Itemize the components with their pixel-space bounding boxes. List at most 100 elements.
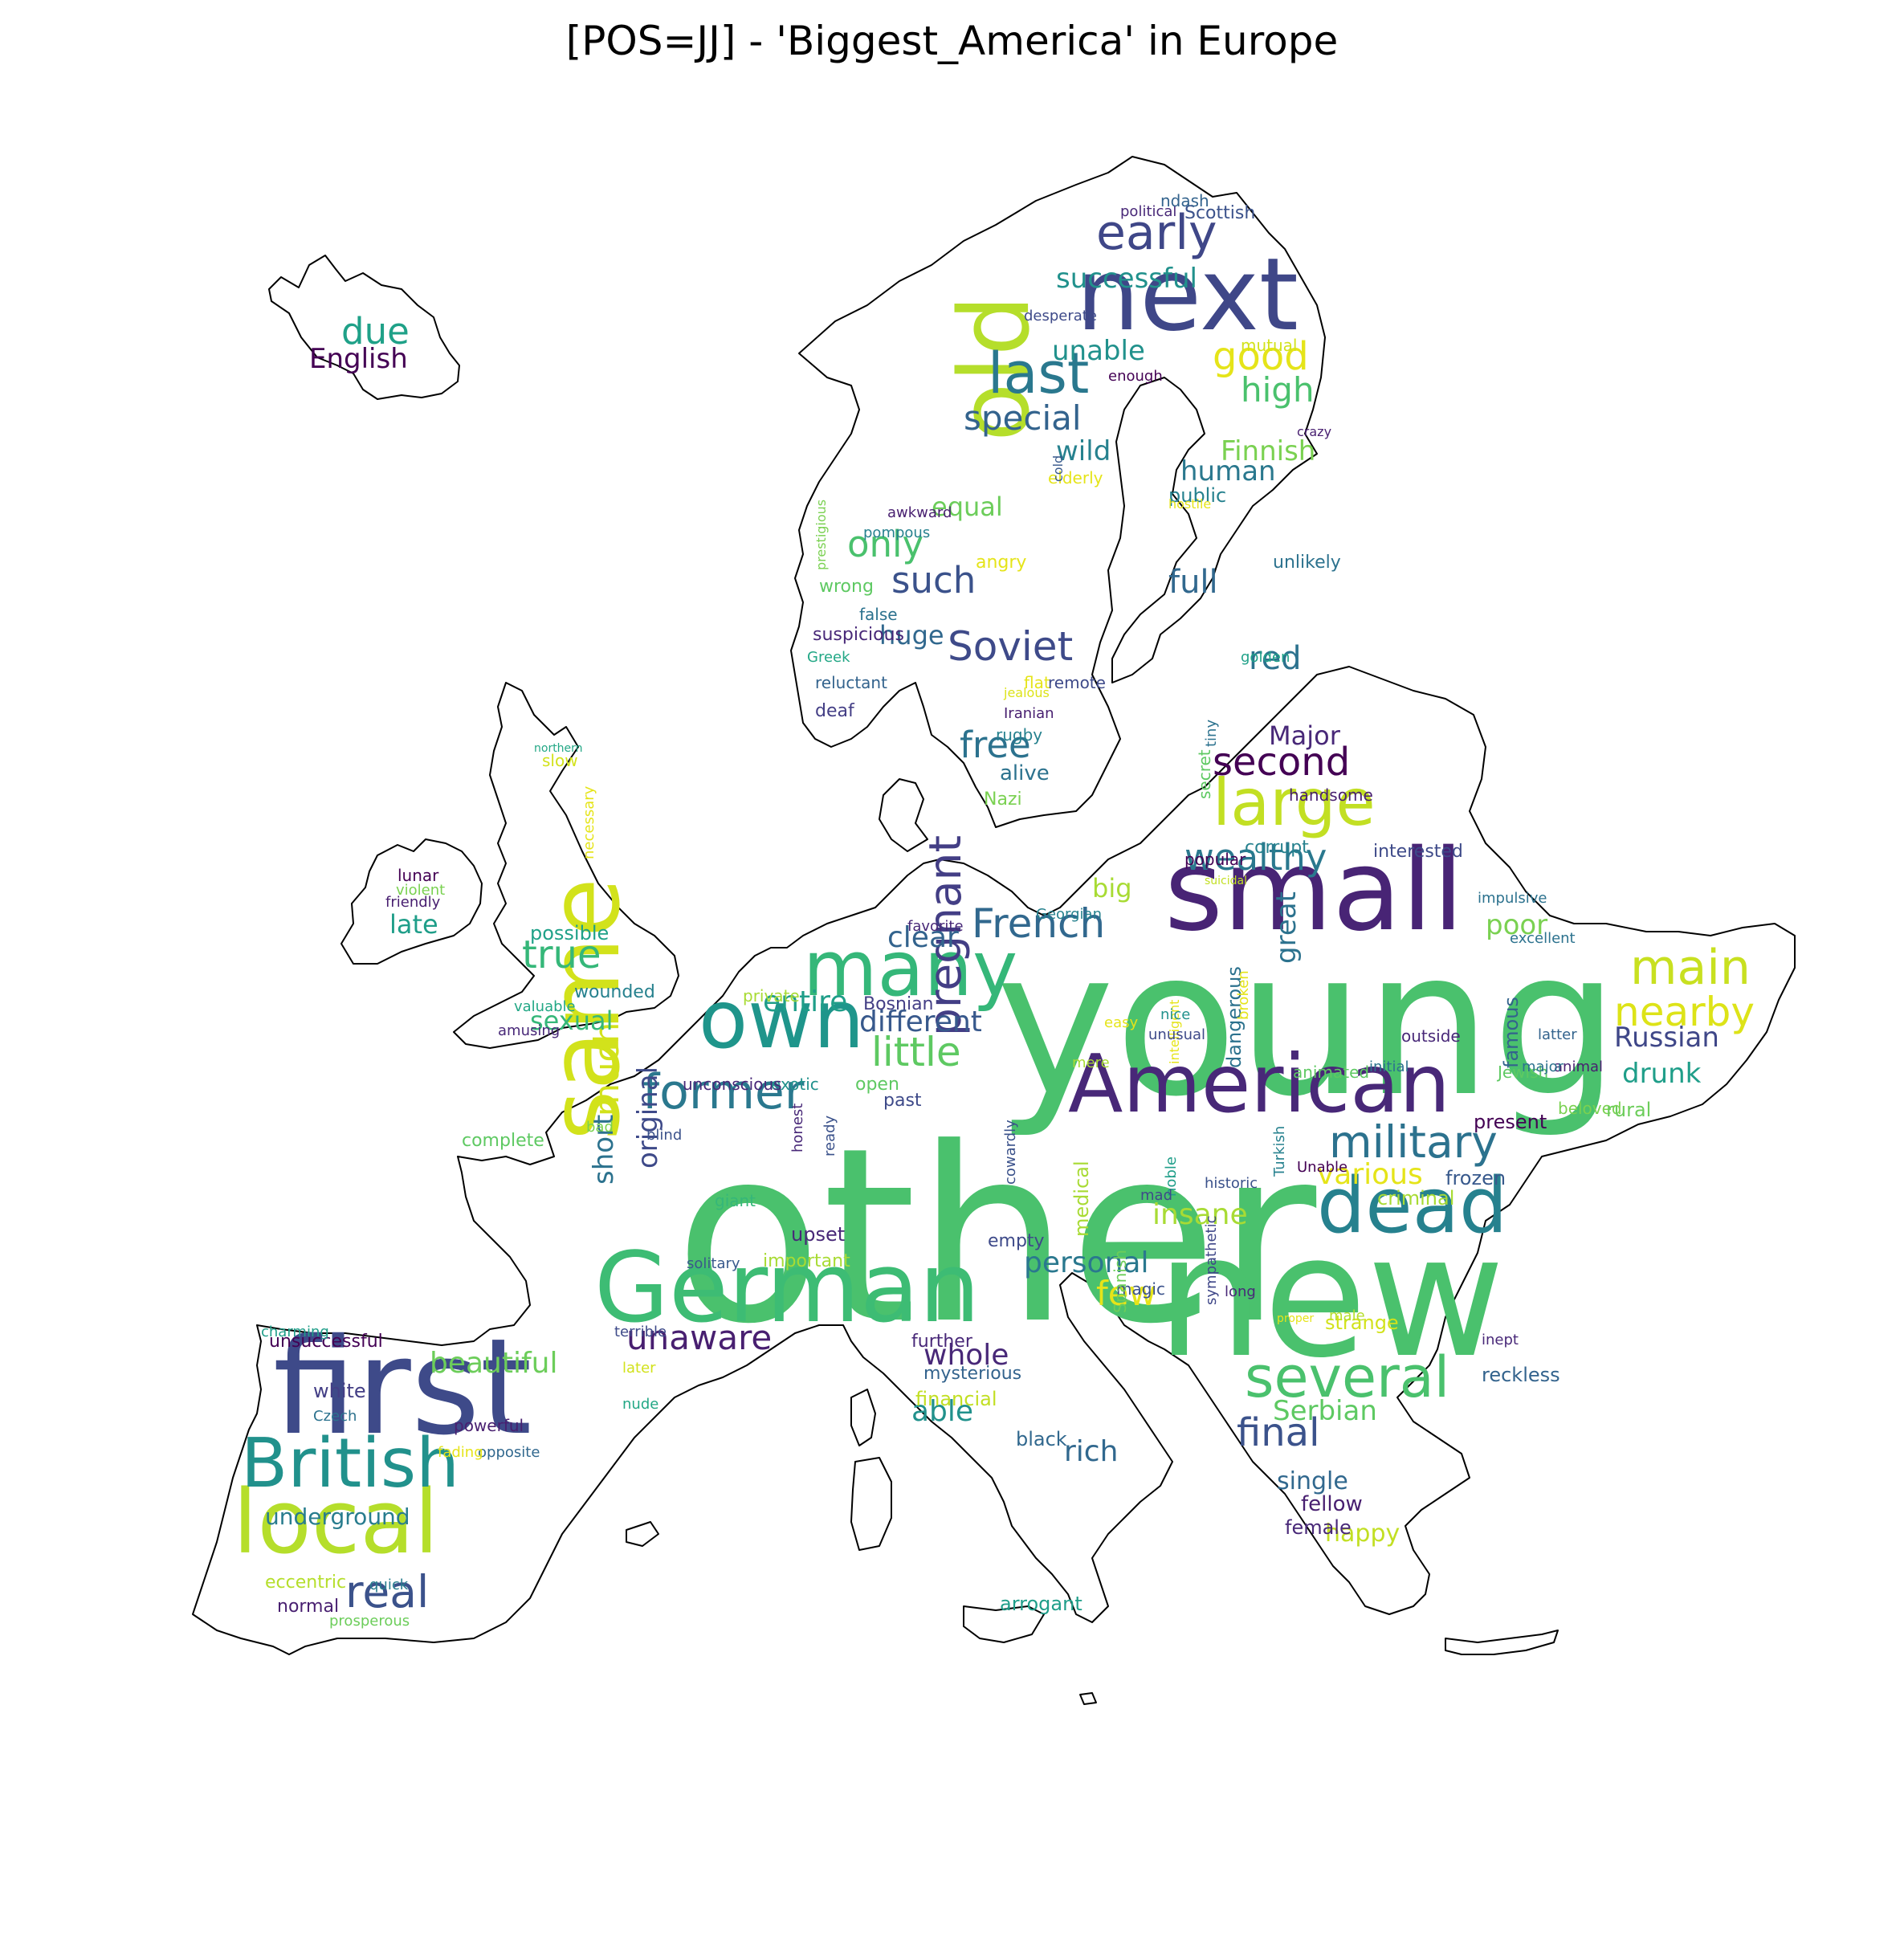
word-animal: animal bbox=[1554, 1059, 1604, 1075]
word-secret: secret bbox=[1195, 749, 1214, 799]
word-single: single bbox=[1277, 1467, 1348, 1495]
word-wild: wild bbox=[1056, 435, 1111, 467]
word-blind: blind bbox=[646, 1127, 683, 1144]
word-insane: insane bbox=[1152, 1198, 1248, 1231]
corsica-outline bbox=[850, 1389, 876, 1446]
word-northern: northern bbox=[534, 742, 583, 755]
word-remote: remote bbox=[1048, 673, 1106, 692]
word-final: final bbox=[1237, 1410, 1320, 1455]
word-human: human bbox=[1180, 455, 1276, 487]
word-able: able bbox=[911, 1395, 974, 1428]
word-arrogant: arrogant bbox=[1000, 1593, 1082, 1615]
word-frozen: frozen bbox=[1445, 1167, 1506, 1189]
word-sexual: sexual bbox=[530, 1006, 614, 1036]
word-violent: violent bbox=[396, 882, 446, 899]
word-unlikely: unlikely bbox=[1273, 553, 1341, 573]
word-valuable: valuable bbox=[514, 998, 576, 1015]
word-strange: strange bbox=[1325, 1312, 1399, 1334]
word-black: black bbox=[1016, 1428, 1067, 1450]
word-prestigious: prestigious bbox=[813, 499, 829, 570]
word-next: next bbox=[1076, 237, 1299, 353]
word-crazy: crazy bbox=[1297, 424, 1332, 439]
word-nice: nice bbox=[1160, 1006, 1191, 1023]
word-little: little bbox=[871, 1029, 961, 1075]
word-prosperous: prosperous bbox=[329, 1613, 410, 1630]
word-french: French bbox=[972, 900, 1106, 947]
word-local: local bbox=[233, 1471, 439, 1573]
word-iranian: Iranian bbox=[1004, 705, 1054, 722]
word-reluctant: reluctant bbox=[815, 673, 887, 692]
word-beautiful: beautiful bbox=[430, 1347, 558, 1380]
word-political: political bbox=[1120, 203, 1177, 220]
word-elderly: elderly bbox=[1048, 468, 1103, 487]
word-broken: broken bbox=[1235, 970, 1252, 1020]
word-unable: unable bbox=[1052, 335, 1145, 367]
word-british: British bbox=[241, 1424, 459, 1503]
word-past: past bbox=[883, 1091, 922, 1111]
word-magic: magic bbox=[1116, 1279, 1165, 1299]
word-large: large bbox=[1213, 765, 1376, 840]
word-bosnian: Bosnian bbox=[863, 994, 934, 1014]
word-initial: initial bbox=[1369, 1059, 1409, 1075]
word-ndash: ndash bbox=[1160, 191, 1209, 210]
word-soviet: Soviet bbox=[948, 623, 1074, 670]
word-empty: empty bbox=[988, 1231, 1045, 1251]
word-charming: charming bbox=[261, 1324, 329, 1340]
word-much: much bbox=[587, 1022, 626, 1116]
word-flat: flat bbox=[1024, 673, 1050, 692]
word-jealous: jealous bbox=[1004, 685, 1050, 700]
word-former: former bbox=[642, 1064, 805, 1120]
word-excellent: excellent bbox=[1510, 930, 1576, 947]
word-free: free bbox=[960, 724, 1031, 766]
great-britain-outline bbox=[453, 682, 679, 1049]
word-sympathetic: sympathetic bbox=[1203, 1215, 1220, 1305]
word-wealthy: wealthy bbox=[1184, 836, 1327, 879]
word-unaware: unaware bbox=[626, 1318, 773, 1357]
word-early: early bbox=[1096, 205, 1217, 261]
word-animated: animated bbox=[1293, 1063, 1370, 1082]
word-late: late bbox=[389, 909, 438, 940]
word-dead: dead bbox=[1317, 1162, 1508, 1250]
word-many: many bbox=[803, 925, 1018, 1014]
word-spanish: Spanish bbox=[1111, 1250, 1130, 1313]
word-powerful: powerful bbox=[454, 1416, 524, 1435]
word-long: long bbox=[1225, 1283, 1256, 1300]
word-english: English bbox=[309, 343, 408, 375]
word-several: several bbox=[1245, 1344, 1450, 1410]
word-unusual: unusual bbox=[1148, 1026, 1206, 1043]
word-nazi: Nazi bbox=[984, 789, 1022, 810]
word-medical: medical bbox=[1070, 1161, 1093, 1237]
word-mere: mere bbox=[1072, 1055, 1110, 1071]
word-proper: proper bbox=[1277, 1312, 1315, 1325]
malta-outline bbox=[1079, 1692, 1097, 1705]
word-public: public bbox=[1168, 484, 1227, 507]
word-pompous: pompous bbox=[863, 524, 931, 541]
word-honest: honest bbox=[789, 1103, 806, 1152]
word-popular: popular bbox=[1184, 850, 1246, 869]
word-giant: giant bbox=[715, 1191, 756, 1210]
word-reckless: reckless bbox=[1482, 1364, 1560, 1386]
word-real: real bbox=[345, 1566, 430, 1617]
word-different: different bbox=[859, 1006, 982, 1038]
word-quick: quick bbox=[369, 1577, 409, 1593]
word-various: various bbox=[1317, 1158, 1423, 1191]
word-mysterious: mysterious bbox=[923, 1364, 1022, 1384]
word-open: open bbox=[855, 1075, 899, 1095]
word-criminal: criminal bbox=[1377, 1187, 1455, 1210]
word-unsuccessful: unsuccessful bbox=[269, 1332, 383, 1352]
word-golden: golden bbox=[1241, 649, 1290, 666]
sardinia-outline bbox=[850, 1457, 892, 1551]
word-favorite: favorite bbox=[907, 918, 964, 935]
word-original: original bbox=[632, 1066, 664, 1169]
chart-title: [POS=JJ] - 'Biggest_America' in Europe bbox=[565, 18, 1339, 64]
word-corrupt: corrupt bbox=[1245, 838, 1309, 858]
word-financial: financial bbox=[915, 1388, 997, 1410]
word-awkward: awkward bbox=[887, 504, 952, 521]
word-major: major bbox=[1522, 1059, 1564, 1075]
word-full: full bbox=[1168, 564, 1218, 601]
word-terrible: terrible bbox=[614, 1324, 667, 1340]
word-last: last bbox=[988, 341, 1090, 406]
word-young: young bbox=[996, 907, 1620, 1140]
